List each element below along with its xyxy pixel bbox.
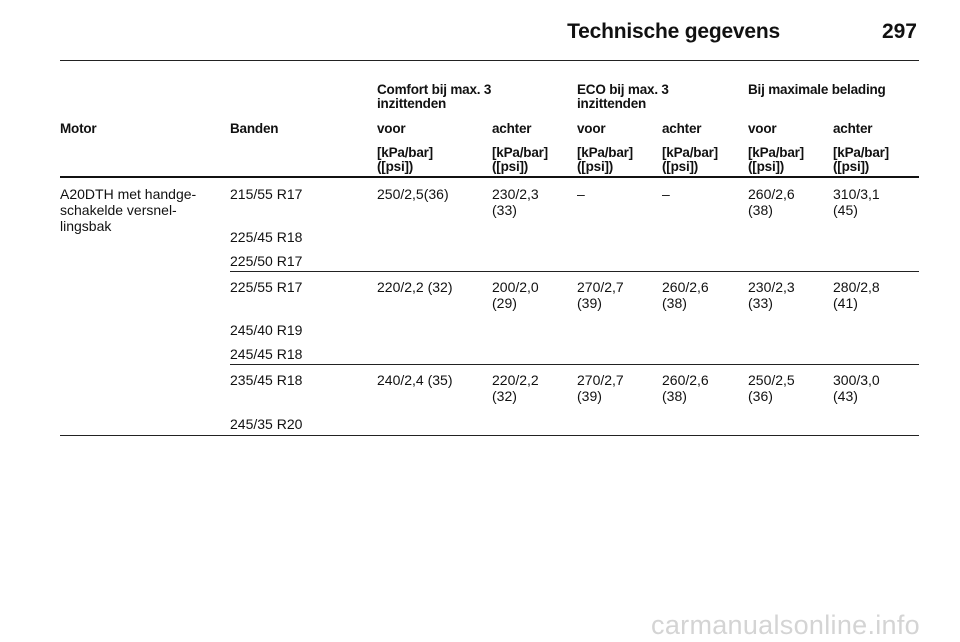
page-title: Technische gegevens <box>567 20 780 43</box>
unit-label: [kPa/bar] ([psi]) <box>577 145 633 174</box>
col-header-motor: Motor <box>60 121 97 136</box>
watermark: carmanualsonline.info <box>651 610 920 640</box>
col-header-eco-achter: achter <box>662 121 702 136</box>
pressure-cell: 220/2,2 (32) <box>377 279 453 295</box>
tyre-size: 235/45 R18 <box>230 372 303 388</box>
pressure-cell: 250/2,5(36) <box>377 186 449 202</box>
tyre-size: 225/45 R18 <box>230 229 303 245</box>
pressure-cell: 280/2,8 (41) <box>833 279 880 311</box>
pressure-cell: 200/2,0 (29) <box>492 279 539 311</box>
pressure-cell: 220/2,2 (32) <box>492 372 539 404</box>
unit-label: [kPa/bar] ([psi]) <box>492 145 548 174</box>
pressure-cell: 270/2,7 (39) <box>577 372 624 404</box>
table-bottom-rule <box>60 435 919 436</box>
group-header-eco: ECO bij max. 3 inzittenden <box>577 82 669 111</box>
tyre-size: 215/55 R17 <box>230 186 303 202</box>
col-header-comfort-achter: achter <box>492 121 532 136</box>
tyre-size: 245/35 R20 <box>230 416 303 432</box>
table-header-rule <box>60 176 919 178</box>
unit-label: [kPa/bar] ([psi]) <box>833 145 889 174</box>
pressure-cell: 230/2,3 (33) <box>492 186 539 218</box>
unit-label: [kPa/bar] ([psi]) <box>748 145 804 174</box>
pressure-cell: 270/2,7 (39) <box>577 279 624 311</box>
pressure-cell: 260/2,6 (38) <box>662 279 709 311</box>
header-rule <box>60 60 919 61</box>
page-number: 297 <box>881 20 917 43</box>
tyre-size: 225/55 R17 <box>230 279 303 295</box>
pressure-cell: 250/2,5 (36) <box>748 372 795 404</box>
pressure-cell: 230/2,3 (33) <box>748 279 795 311</box>
unit-label: [kPa/bar] ([psi]) <box>662 145 718 174</box>
col-header-max-voor: voor <box>748 121 777 136</box>
group-header-max-load: Bij maximale belading <box>748 82 886 97</box>
tyre-size: 245/40 R19 <box>230 322 303 338</box>
pressure-cell: – <box>662 186 670 202</box>
col-header-banden: Banden <box>230 121 279 136</box>
motor-cell: A20DTH met handge- schakelde versnel- li… <box>60 186 197 234</box>
col-header-eco-voor: voor <box>577 121 606 136</box>
unit-label: [kPa/bar] ([psi]) <box>377 145 433 174</box>
pressure-cell: 300/3,0 (43) <box>833 372 880 404</box>
pressure-cell: 310/3,1 (45) <box>833 186 880 218</box>
col-header-max-achter: achter <box>833 121 873 136</box>
group-header-comfort: Comfort bij max. 3 inzittenden <box>377 82 492 111</box>
pressure-cell: – <box>577 186 585 202</box>
tyre-size: 225/50 R17 <box>230 253 303 269</box>
pressure-cell: 240/2,4 (35) <box>377 372 453 388</box>
pressure-cell: 260/2,6 (38) <box>662 372 709 404</box>
tyre-size: 245/45 R18 <box>230 346 303 362</box>
pressure-cell: 260/2,6 (38) <box>748 186 795 218</box>
col-header-comfort-voor: voor <box>377 121 406 136</box>
row-divider <box>230 271 919 272</box>
row-divider <box>230 364 919 365</box>
